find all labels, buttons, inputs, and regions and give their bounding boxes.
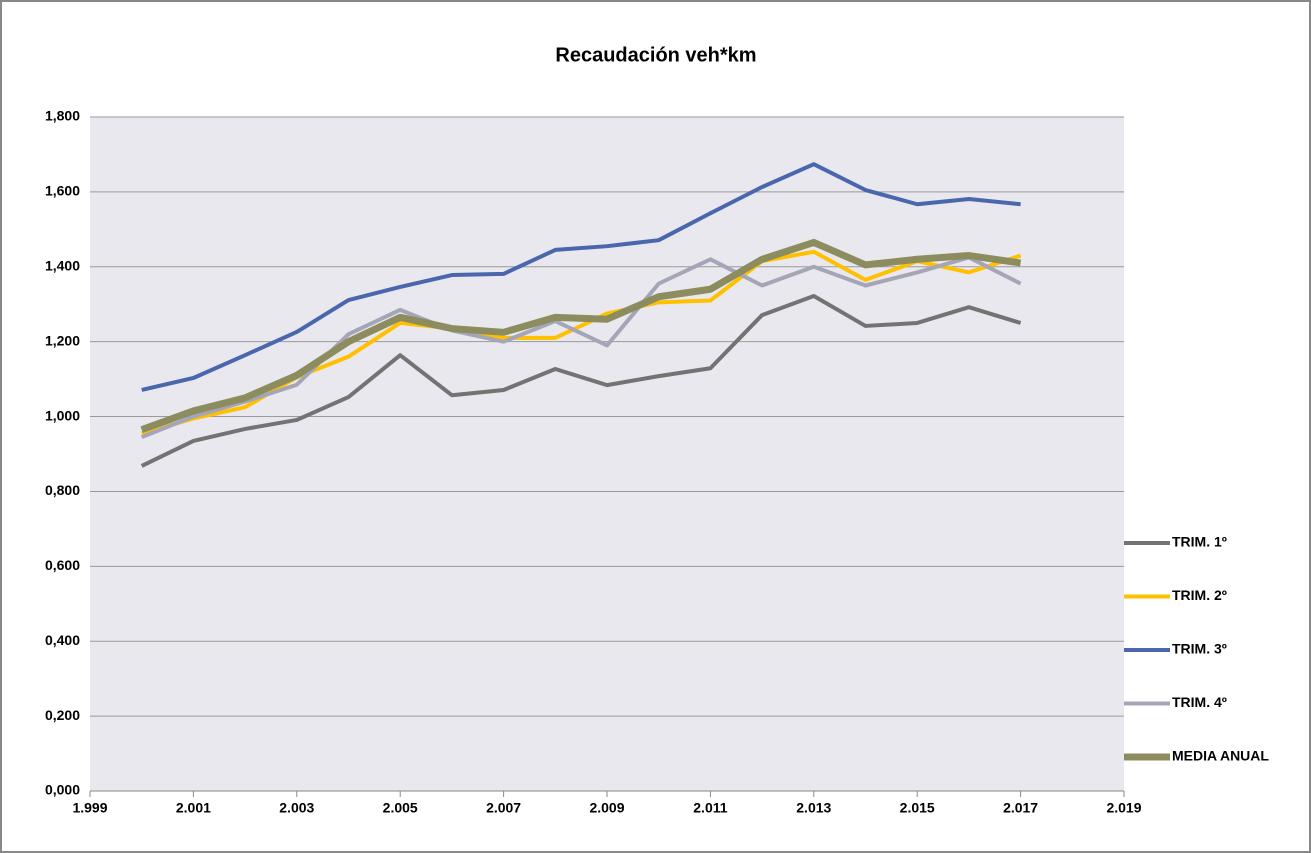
plot-area xyxy=(90,117,1124,791)
y-tick-label: 1,800 xyxy=(45,108,80,124)
x-tick-label: 2.007 xyxy=(486,800,521,816)
y-tick-label: 0,200 xyxy=(45,707,80,723)
chart-title: Recaudación veh*km xyxy=(555,44,756,66)
series-line xyxy=(140,255,1022,440)
y-tick-label: 0,400 xyxy=(45,632,80,648)
x-tick-label: 2.009 xyxy=(589,800,624,816)
y-tick-label: 0,800 xyxy=(45,482,80,498)
x-tick-label: 2.003 xyxy=(279,800,314,816)
x-tick-label: 2.015 xyxy=(900,800,935,816)
x-tick-label: 2.011 xyxy=(693,800,727,816)
legend-label: MEDIA ANUAL xyxy=(1172,748,1269,764)
x-tick-label: 2.019 xyxy=(1106,800,1141,816)
x-tick-label: 2.013 xyxy=(796,800,831,816)
series-line xyxy=(140,293,1022,468)
y-tick-label: 1,400 xyxy=(45,257,80,273)
y-tick-label: 1,600 xyxy=(45,183,80,199)
legend-label: TRIM. 2º xyxy=(1172,587,1227,603)
y-tick-label: 1,200 xyxy=(45,332,80,348)
legend-label: TRIM. 1º xyxy=(1172,534,1227,550)
x-tick-label: 2.001 xyxy=(176,800,211,816)
x-tick-label: 2.005 xyxy=(383,800,418,816)
y-tick-label: 0,600 xyxy=(45,557,80,573)
x-tick-label: 1.999 xyxy=(72,800,107,816)
y-tick-label: 1,000 xyxy=(45,407,80,423)
y-tick-label: 0,000 xyxy=(45,782,80,798)
series-line xyxy=(141,162,1021,392)
x-tick-label: 2.017 xyxy=(1003,800,1038,816)
legend-label: TRIM. 4º xyxy=(1172,694,1227,710)
legend-label: TRIM. 3º xyxy=(1172,641,1227,657)
series-line xyxy=(140,238,1022,433)
